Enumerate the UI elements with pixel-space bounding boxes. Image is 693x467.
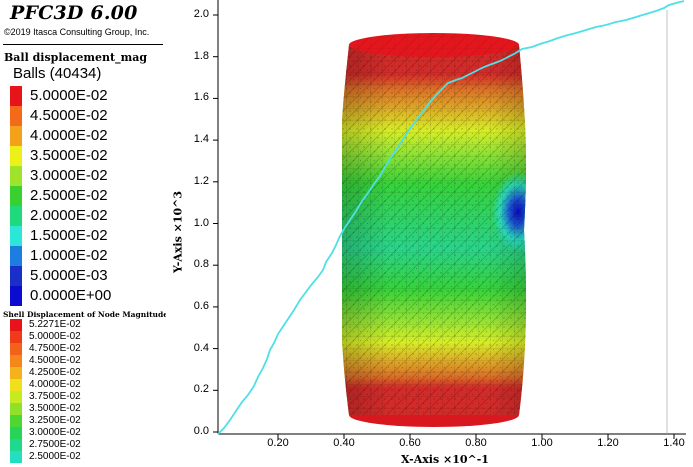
shell-legend-value-label: 3.2500E-02 [29, 415, 81, 426]
shell-legend-swatch [10, 451, 22, 463]
shell-legend-value-label: 4.0000E-02 [29, 379, 81, 390]
shell-legend-swatch [10, 403, 22, 415]
x-tick-label: 1.20 [597, 437, 619, 449]
ball-legend-swatch [10, 286, 22, 306]
ball-legend-value-label: 0.0000E+00 [30, 287, 112, 304]
copyright-text: ©2019 Itasca Consulting Group, Inc. [4, 27, 150, 37]
shell-legend-swatch [10, 367, 22, 379]
x-axis-label: X-Axis ×10^-1 [401, 453, 489, 466]
shell-legend-swatch [10, 415, 22, 427]
y-tick-label: 1.0 [193, 216, 209, 229]
ball-legend-swatch [10, 126, 22, 146]
y-tick-label: 1.6 [193, 91, 209, 104]
y-axis-label: Y-Axis ×10^3 [171, 190, 185, 274]
shell-legend-value-label: 2.7500E-02 [29, 439, 81, 450]
ball-legend-swatch [10, 226, 22, 246]
y-tick-label: 0.6 [193, 299, 209, 312]
shell-legend-title: Shell Displacement of Node Magnitude [3, 310, 166, 319]
shell-legend-value-label: 4.7500E-02 [29, 343, 81, 354]
app-title: PFC3D 6.00 [10, 2, 138, 24]
shell-legend-value-label: 4.5000E-02 [29, 355, 81, 366]
y-tick-label: 1.8 [193, 49, 209, 62]
ball-legend-title: Ball displacement_mag [4, 51, 148, 64]
x-tick-label: 1.00 [531, 437, 553, 449]
shell-legend-swatch [10, 319, 22, 331]
y-tick-label: 1.4 [193, 133, 209, 146]
ball-legend-swatch [10, 186, 22, 206]
y-tick-label: 0.8 [193, 258, 209, 271]
x-tick-label: 0.80 [465, 437, 487, 449]
y-tick-label: 0.4 [193, 341, 209, 354]
shell-legend-value-label: 5.0000E-02 [29, 331, 81, 342]
shell-legend-value-label: 3.5000E-02 [29, 403, 81, 414]
stress-strain-curve [217, 0, 685, 435]
shell-legend-value-label: 3.0000E-02 [29, 427, 81, 438]
ball-legend-value-label: 2.5000E-02 [30, 187, 108, 204]
x-tick-label: 0.40 [333, 437, 355, 449]
y-tick-label: 1.2 [193, 174, 209, 187]
shell-legend-swatch [10, 331, 22, 343]
x-tick-label: 0.20 [267, 437, 289, 449]
shell-legend-swatch [10, 379, 22, 391]
ball-legend-swatch [10, 106, 22, 126]
y-tick-label: 0.2 [193, 383, 209, 396]
y-tick-label: 0.0 [193, 425, 209, 437]
x-tick-label: 0.60 [399, 437, 421, 449]
plot-view[interactable]: 0.0 0.2 0.4 0.6 0.8 1.0 1.2 1.4 1.6 1.8 2.0 0.20 0.… [166, 0, 693, 467]
ball-legend-swatch [10, 166, 22, 186]
specimen-model [342, 33, 527, 427]
shell-legend-value-label: 4.2500E-02 [29, 367, 81, 378]
ball-legend-value-label: 3.5000E-02 [30, 147, 108, 164]
ball-legend-swatch [10, 266, 22, 286]
shell-legend-swatch [10, 439, 22, 451]
shell-legend-value-label: 3.7500E-02 [29, 391, 81, 402]
ball-legend-value-label: 4.5000E-02 [30, 107, 108, 124]
y-tick-marks [213, 14, 218, 433]
ball-legend-value-label: 2.0000E-02 [30, 207, 108, 224]
ball-legend-value-label: 4.0000E-02 [30, 127, 108, 144]
ball-legend-swatch [10, 246, 22, 266]
ball-legend-value-label: 3.0000E-02 [30, 167, 108, 184]
y-tick-label: 2.0 [193, 8, 209, 20]
x-tick-marks [277, 434, 675, 439]
ball-legend-swatch [10, 206, 22, 226]
shell-legend-value-label: 2.5000E-02 [29, 451, 81, 462]
legend-panel: PFC3D 6.00 ©2019 Itasca Consulting Group… [0, 0, 166, 467]
shell-legend-swatch [10, 355, 22, 367]
ball-count-label: Balls (40434) [13, 65, 102, 82]
shell-legend-swatch [10, 343, 22, 355]
ball-legend-value-label: 5.0000E-03 [30, 267, 108, 284]
shell-legend-swatch [10, 427, 22, 439]
x-tick-label: 1.40 [663, 437, 685, 449]
ball-legend-value-label: 5.0000E-02 [30, 87, 108, 104]
ball-legend-swatch [10, 86, 22, 106]
plot-canvas[interactable] [166, 0, 693, 467]
shell-legend-swatch [10, 391, 22, 403]
ball-legend-value-label: 1.5000E-02 [30, 227, 108, 244]
divider [3, 44, 163, 45]
shell-legend-value-label: 5.2271E-02 [29, 319, 81, 330]
ball-legend-value-label: 1.0000E-02 [30, 247, 108, 264]
ball-legend-swatch [10, 146, 22, 166]
